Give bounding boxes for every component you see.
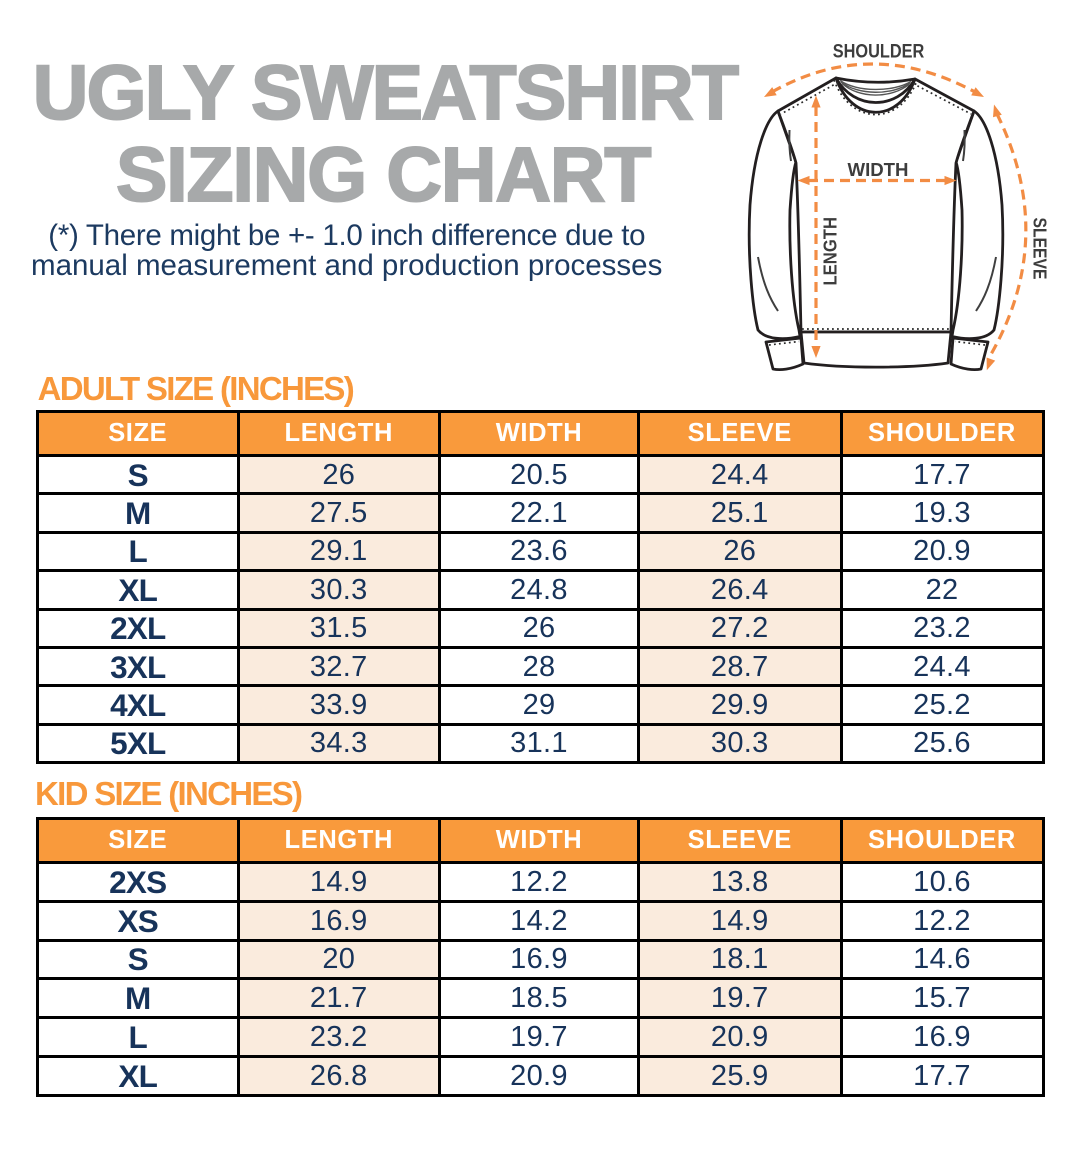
svg-text:WIDTH: WIDTH — [848, 159, 909, 180]
svg-text:SHOULDER: SHOULDER — [833, 41, 925, 63]
svg-text:SLEEVE: SLEEVE — [1030, 218, 1051, 280]
svg-text:LENGTH: LENGTH — [820, 217, 841, 286]
